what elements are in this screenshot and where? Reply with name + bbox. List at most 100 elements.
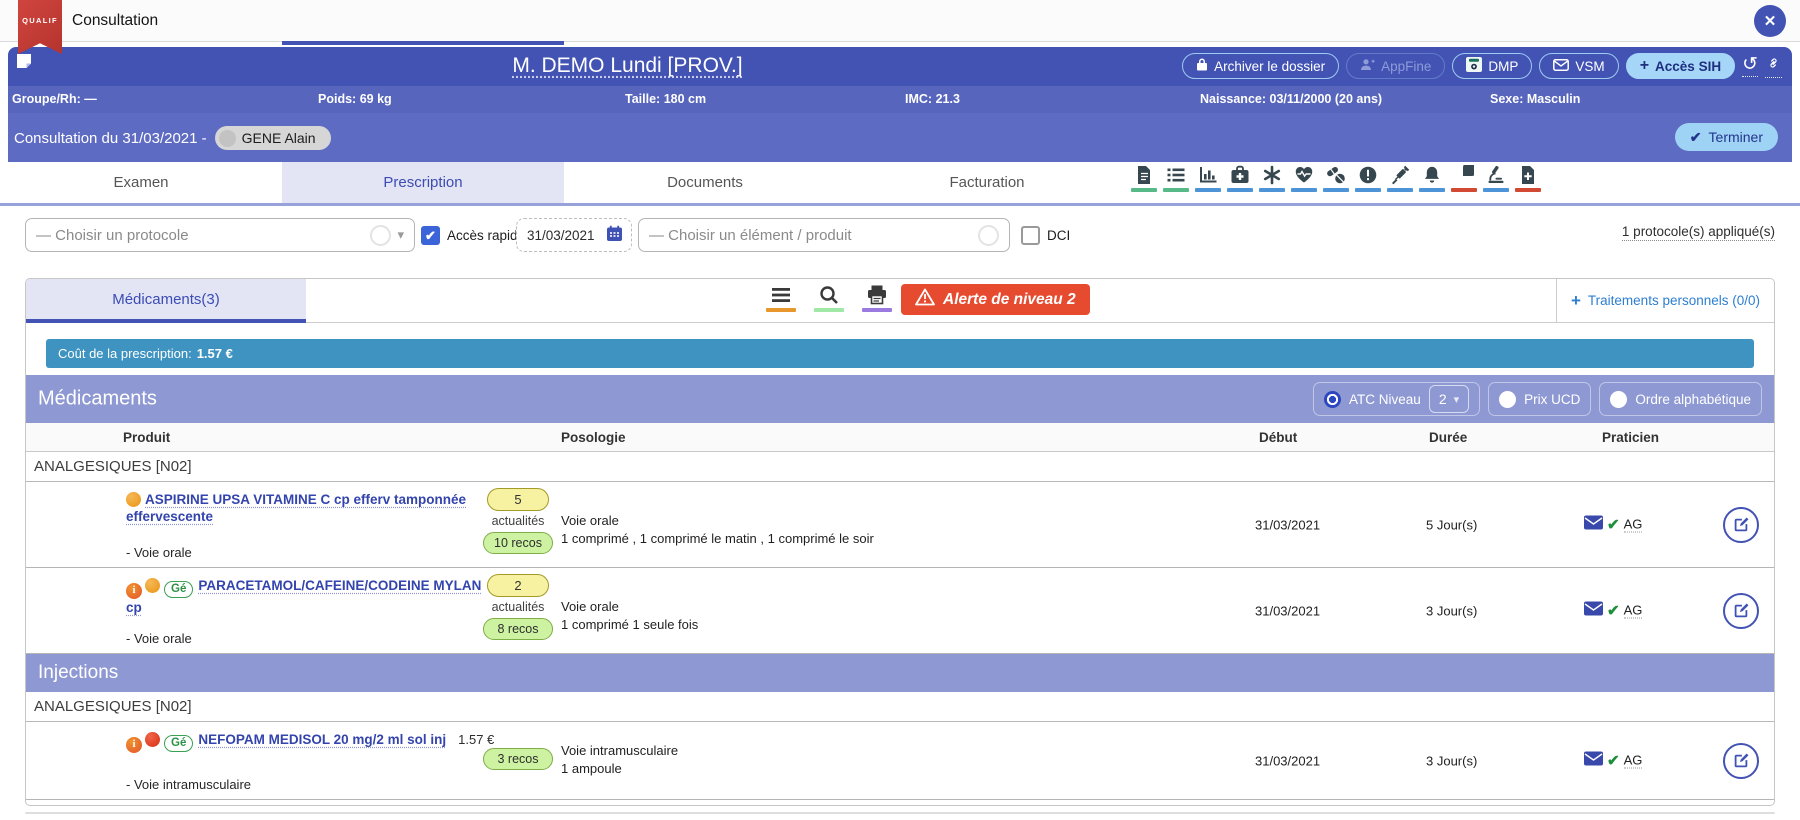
col-praticien: Praticien — [1602, 430, 1660, 445]
chevron-down-icon: ▾ — [1453, 393, 1460, 406]
finish-button[interactable]: ✔ Terminer — [1674, 123, 1778, 151]
practitioner-name: GENE Alain — [241, 130, 316, 146]
actualites-badge[interactable]: 2 — [487, 574, 549, 597]
medical-kit-icon[interactable] — [1224, 165, 1256, 192]
recos-badge[interactable]: 8 recos — [483, 618, 553, 640]
orange-status-icon — [126, 492, 141, 507]
sort-prix-ucd-option[interactable]: Prix UCD — [1488, 382, 1592, 416]
posology-route: Voie intramusculaire — [561, 743, 679, 758]
prescription-panel: Médicaments(3) — [25, 278, 1775, 806]
personal-treatments-label: Traitements personnels (0/0) — [1587, 293, 1760, 308]
blood-group-field: Groupe/Rh: — — [12, 92, 97, 106]
heart-pulse-icon[interactable] — [1288, 165, 1320, 192]
sort-alpha-label: Ordre alphabétique — [1635, 391, 1751, 407]
sort-atc-option[interactable]: ATC Niveau 2 ▾ — [1313, 382, 1481, 416]
section-injections: Injections — [26, 654, 1774, 692]
product-placeholder: — Choisir un élément / produit — [649, 226, 852, 244]
history-icon[interactable]: ↺ — [1742, 54, 1758, 77]
list-icon[interactable] — [1160, 165, 1192, 192]
posology-route: Voie orale — [561, 513, 619, 528]
edit-prescription-button[interactable] — [1723, 592, 1759, 629]
menu-icon[interactable] — [766, 284, 796, 312]
prescription-tab-toolbar: Alerte de niveau 2 — [306, 279, 1556, 323]
link-icon[interactable] — [1765, 55, 1782, 78]
appfine-button[interactable]: AppFine — [1346, 53, 1446, 79]
asterisk-icon[interactable] — [1256, 165, 1288, 192]
drug-name-link[interactable]: PARACETAMOL/CAFEINE/CODEINE MYLAN cp — [126, 578, 482, 615]
search-icon[interactable] — [814, 284, 844, 312]
practitioner-initials[interactable]: AG — [1623, 602, 1643, 619]
atc-level-select[interactable]: 2 ▾ — [1428, 385, 1470, 413]
envelope-icon[interactable] — [1584, 751, 1603, 770]
date-input[interactable]: 31/03/2021 — [516, 218, 632, 252]
posology-detail: 1 comprimé 1 seule fois — [561, 616, 699, 632]
close-button[interactable]: ✕ — [1754, 5, 1786, 37]
tab-examen[interactable]: Examen — [113, 174, 169, 191]
acces-sih-button[interactable]: + Accès SIH — [1625, 53, 1736, 79]
edit-prescription-button[interactable] — [1723, 742, 1759, 779]
spinner-circle-icon — [978, 224, 999, 246]
avatar — [218, 129, 236, 147]
envelope-icon[interactable] — [1584, 515, 1603, 534]
pie-chart-icon[interactable] — [1448, 165, 1480, 192]
sex-field: Sexe: Masculin — [1490, 92, 1581, 106]
alert-level-badge[interactable]: Alerte de niveau 2 — [901, 284, 1090, 315]
close-icon: ✕ — [1763, 13, 1777, 30]
practitioner-initials[interactable]: AG — [1623, 752, 1643, 769]
start-date: 31/03/2021 — [1255, 517, 1321, 532]
important-info-icon[interactable]: i — [126, 736, 142, 753]
important-info-icon[interactable]: i — [126, 582, 142, 599]
document-report-icon[interactable] — [1128, 165, 1160, 192]
orange-status-icon — [145, 578, 160, 593]
tab-prescription[interactable]: Prescription — [282, 162, 564, 203]
chevron-down-icon: ▾ — [397, 227, 404, 242]
microscope-icon[interactable] — [1480, 165, 1512, 192]
pills-icon[interactable] — [1320, 165, 1352, 192]
note-icon[interactable] — [17, 54, 31, 73]
product-select[interactable]: — Choisir un élément / produit — [638, 218, 1010, 252]
col-debut: Début — [1259, 430, 1298, 445]
quick-access-checkbox[interactable]: ✔ — [421, 226, 440, 245]
practitioner-initials[interactable]: AG — [1623, 516, 1643, 533]
archive-record-button[interactable]: Archiver le dossier — [1182, 53, 1340, 79]
bar-chart-icon[interactable] — [1192, 165, 1224, 192]
calendar-icon[interactable] — [606, 225, 623, 245]
envelope-icon[interactable] — [1584, 601, 1603, 620]
bmi-field: IMC: 21.3 — [905, 92, 960, 106]
alert-circle-icon[interactable] — [1352, 165, 1384, 192]
atc-level-value: 2 — [1438, 391, 1447, 407]
sort-alpha-option[interactable]: Ordre alphabétique — [1599, 382, 1762, 416]
drug-name-link[interactable]: NEFOPAM MEDISOL 20 mg/2 ml sol inj — [198, 732, 447, 747]
practitioner-chip[interactable]: GENE Alain — [214, 126, 331, 150]
drug-name-link[interactable]: ASPIRINE UPSA VITAMINE C cp efferv tampo… — [126, 492, 467, 524]
patient-title[interactable]: M. DEMO Lundi [PROV.] — [512, 54, 743, 77]
recos-badge[interactable]: 10 recos — [483, 532, 553, 554]
duration: 3 Jour(s) — [1426, 753, 1478, 768]
file-plus-icon[interactable] — [1512, 165, 1544, 192]
recos-badge[interactable]: 3 recos — [483, 748, 553, 770]
tab-medicaments[interactable]: Médicaments(3) — [26, 279, 306, 323]
header-buttons: Archiver le dossier AppFine DMP VSM + Ac… — [1182, 53, 1782, 79]
protocol-select[interactable]: — Choisir un protocole ▾ — [25, 218, 415, 252]
dmp-button[interactable]: DMP — [1452, 53, 1533, 79]
red-status-icon — [145, 732, 160, 747]
plus-icon: + — [1570, 290, 1581, 310]
drug-route: - Voie orale — [126, 631, 192, 646]
bell-icon[interactable] — [1416, 165, 1448, 192]
applied-protocols-link[interactable]: 1 protocole(s) appliqué(s) — [1621, 224, 1775, 241]
dci-checkbox[interactable] — [1021, 226, 1040, 245]
print-icon[interactable] — [862, 284, 892, 312]
actualites-caption: actualités — [491, 600, 545, 614]
vsm-button[interactable]: VSM — [1539, 53, 1619, 79]
actualites-badge[interactable]: 5 — [487, 488, 549, 511]
cost-value: 1.57 € — [196, 346, 233, 361]
tab-documents[interactable]: Documents — [667, 174, 743, 191]
dmp-label: DMP — [1488, 58, 1519, 74]
date-value: 31/03/2021 — [527, 227, 595, 243]
personal-treatments-button[interactable]: + Traitements personnels (0/0) — [1556, 279, 1774, 323]
tab-facturation[interactable]: Facturation — [949, 174, 1025, 191]
edit-prescription-button[interactable] — [1723, 506, 1759, 543]
syringe-icon[interactable] — [1384, 165, 1416, 192]
active-tab-underline — [282, 41, 564, 45]
